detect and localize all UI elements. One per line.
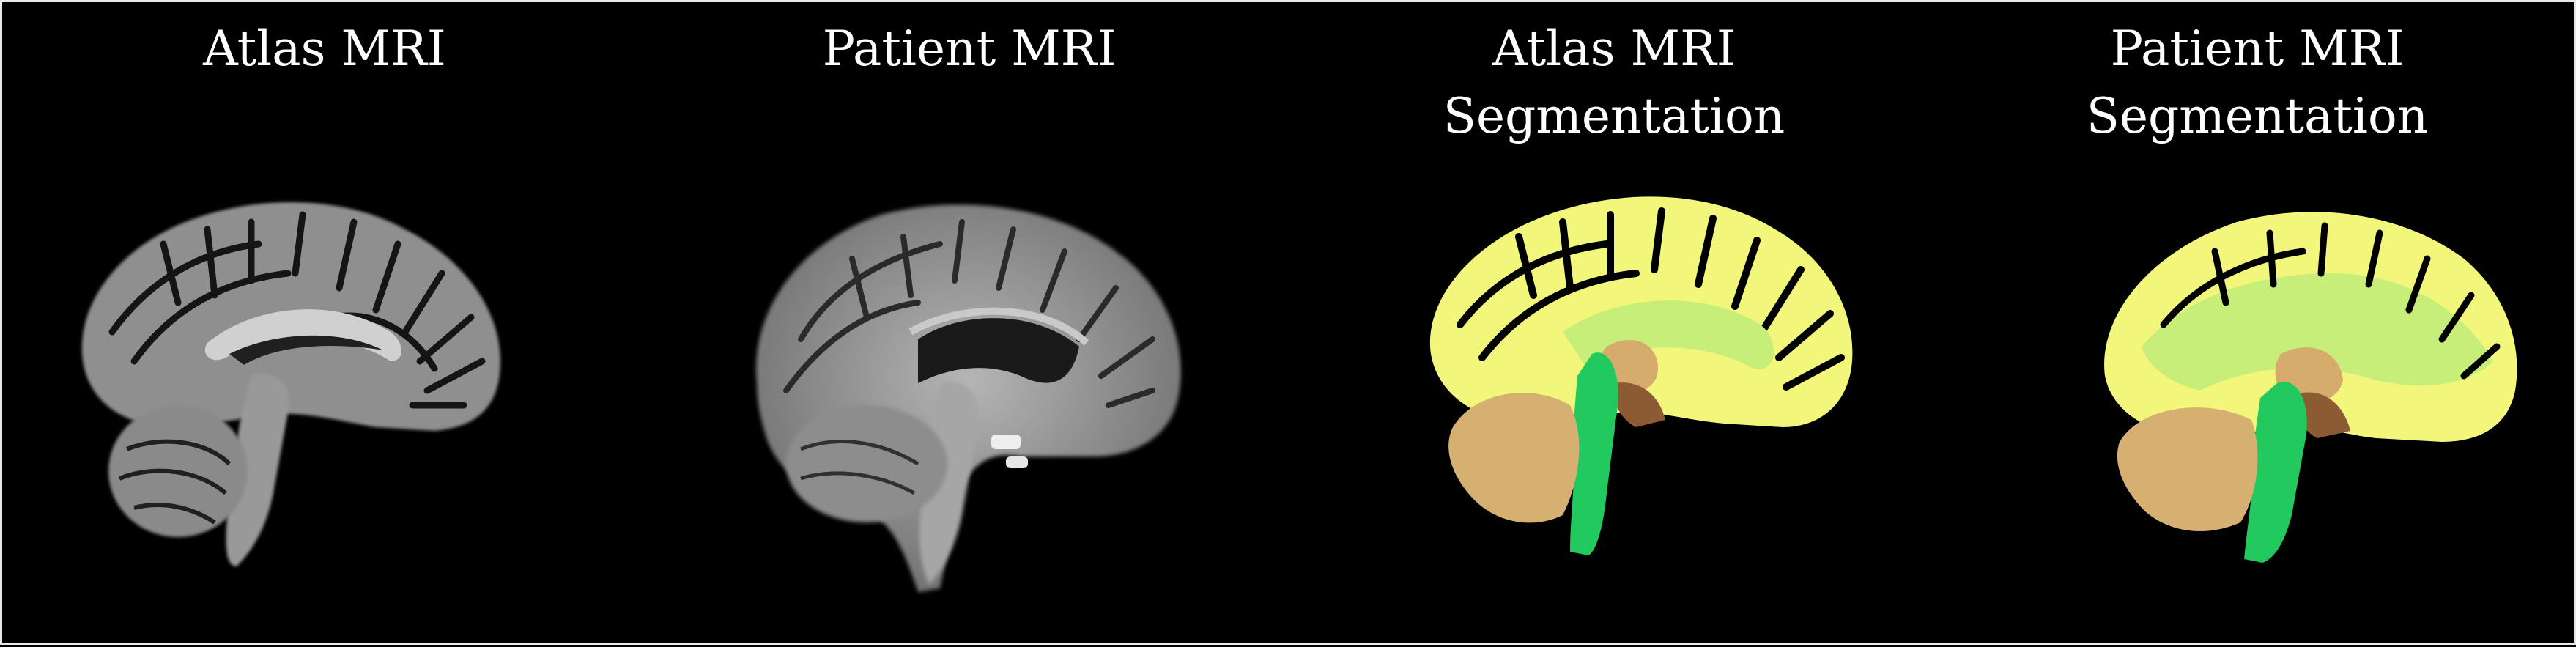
panel-title: Atlas MRI — [203, 21, 446, 77]
panel-title: Patient MRI — [822, 21, 1117, 77]
atlas-mri-image — [68, 185, 537, 610]
panel-title: Atlas MRI Segmentation — [1443, 21, 1785, 144]
panel-patient-mri: Patient MRI — [647, 2, 1292, 647]
panel-atlas-mri: Atlas MRI — [2, 2, 647, 647]
panel-atlas-segmentation: Atlas MRI Segmentation — [1292, 2, 1936, 647]
patient-mri-image — [742, 193, 1211, 618]
panel-patient-segmentation: Patient MRI Segmentation — [1936, 2, 2576, 647]
panel-title: Patient MRI Segmentation — [2086, 21, 2429, 144]
atlas-segmentation-image — [1424, 185, 1892, 581]
patient-segmentation-image — [2098, 200, 2552, 581]
